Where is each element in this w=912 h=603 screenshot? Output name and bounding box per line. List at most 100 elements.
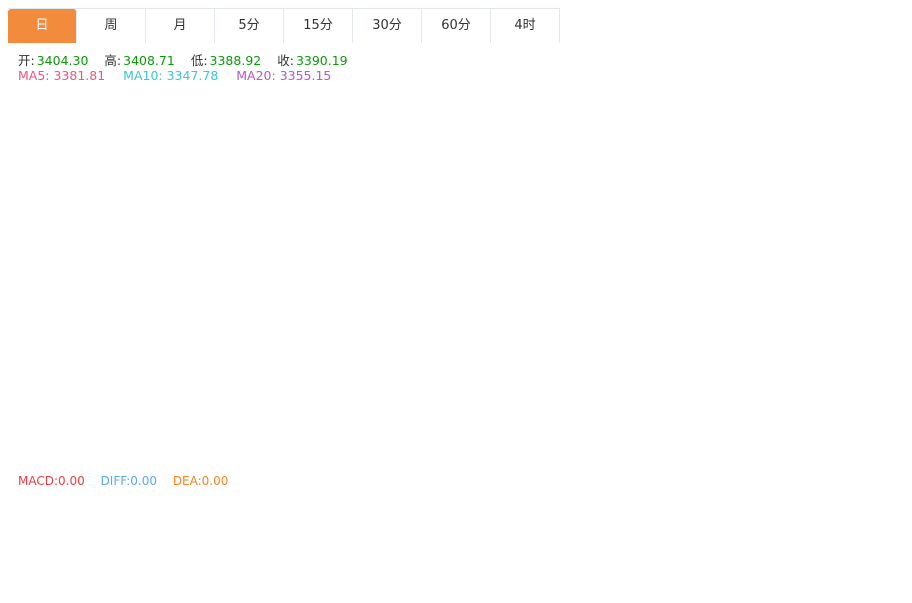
macd-bar — [366, 515, 376, 534]
candle-up — [738, 176, 748, 186]
price-tick-label: 3171.95 — [844, 393, 892, 407]
candle-up — [199, 165, 209, 261]
price-tick-label: 3360.63 — [844, 183, 892, 197]
candle-down — [115, 237, 125, 265]
macd-bar — [235, 533, 245, 546]
macd-bar — [594, 526, 604, 534]
macd-bar — [55, 533, 65, 573]
macd-bar — [283, 515, 293, 534]
candle-down — [426, 226, 436, 287]
tab-5[interactable]: 30分 — [353, 9, 422, 43]
candle-up — [295, 160, 305, 196]
tab-2[interactable]: 月 — [146, 9, 215, 43]
price-tick-label: 3198.91 — [844, 363, 892, 377]
ma10-line — [11, 173, 791, 329]
candle-down — [414, 218, 424, 227]
diff-value: DIFF:0.00 — [100, 474, 157, 488]
ma20-line — [11, 194, 791, 329]
candle-up — [726, 187, 736, 270]
candle-down — [594, 202, 604, 215]
tab-4[interactable]: 15分 — [284, 9, 353, 43]
macd-bar — [223, 533, 233, 539]
candle-down — [318, 108, 328, 163]
candle-down — [19, 259, 29, 332]
candle-up — [259, 228, 269, 242]
macd-bar — [127, 533, 137, 538]
candle-down — [366, 179, 376, 182]
macd-bar — [330, 506, 340, 534]
macd-bar — [91, 533, 101, 548]
macd-bar — [462, 530, 472, 534]
candle-up — [438, 254, 448, 285]
diff-line — [11, 512, 791, 590]
macd-bar — [259, 533, 269, 542]
macd-bar — [702, 533, 712, 573]
macd-bar — [726, 533, 736, 544]
close-value: 3390.19 — [295, 53, 348, 68]
tab-0[interactable]: 日 — [8, 9, 77, 43]
candle-down — [235, 177, 245, 201]
macd-bar — [354, 511, 364, 534]
macd-bar — [199, 530, 209, 534]
candle-up — [175, 238, 185, 272]
macd-bar — [402, 533, 412, 535]
low-label: 低: — [190, 53, 208, 68]
macd-bar — [474, 533, 484, 539]
candle-up — [630, 111, 640, 150]
macd-bar — [247, 533, 257, 550]
macd-bar — [678, 533, 688, 564]
macd-bar — [618, 508, 628, 534]
candle-up — [534, 231, 544, 243]
macd-bar — [211, 533, 221, 538]
candle-down — [678, 233, 688, 243]
macd-bar — [738, 533, 748, 541]
candle-up — [330, 157, 340, 162]
macd-bar — [31, 533, 41, 569]
tab-1[interactable]: 周 — [77, 9, 146, 43]
macd-bar — [271, 531, 281, 534]
macd-bar — [486, 533, 496, 539]
candle-up — [307, 110, 316, 163]
price-tick-label: 3225.86 — [844, 333, 892, 347]
macd-bar — [7, 533, 17, 536]
candle-down — [390, 182, 400, 233]
candle-down — [187, 237, 197, 270]
candle-up — [450, 213, 460, 255]
price-tick-label: 3468.45 — [844, 63, 892, 77]
candle-up — [606, 200, 616, 213]
macd-bar — [498, 533, 508, 544]
candle-up — [283, 197, 293, 234]
macd-bar — [546, 533, 556, 535]
candle-up — [750, 167, 760, 177]
candle-up — [582, 204, 592, 236]
candle-down — [702, 227, 712, 287]
candle-down — [642, 110, 652, 162]
macd-bar — [762, 533, 772, 539]
open-label: 开: — [18, 53, 35, 68]
ma-legend: MA5: 3381.81 MA10: 3347.78 MA20: 3355.15 — [18, 68, 333, 83]
macd-bar — [774, 533, 784, 535]
candle-up — [79, 335, 89, 349]
macd-bar — [378, 521, 388, 534]
macd-bar — [510, 533, 520, 549]
macd-bar — [642, 529, 652, 534]
candle-up — [714, 268, 724, 286]
tab-7[interactable]: 4时 — [491, 9, 560, 43]
tab-3[interactable]: 5分 — [215, 9, 284, 43]
macd-bar — [163, 533, 173, 558]
candle-up — [486, 215, 496, 230]
candle-down — [163, 256, 173, 271]
macd-tick-label: 19.88 — [844, 494, 877, 508]
price-tick-label: 3441.50 — [844, 93, 892, 107]
tab-6[interactable]: 60分 — [422, 9, 491, 43]
candle-down — [43, 313, 53, 396]
macd-bar — [175, 533, 185, 550]
candle-down — [570, 207, 580, 231]
macd-legend: MACD:0.00 DIFF:0.00 DEA:0.00 — [18, 474, 230, 488]
candle-down — [342, 154, 352, 182]
candle-up — [127, 191, 137, 266]
candle-up — [55, 325, 65, 394]
macd-bar — [522, 533, 532, 544]
current-price-label: 3390.19 — [844, 151, 894, 165]
